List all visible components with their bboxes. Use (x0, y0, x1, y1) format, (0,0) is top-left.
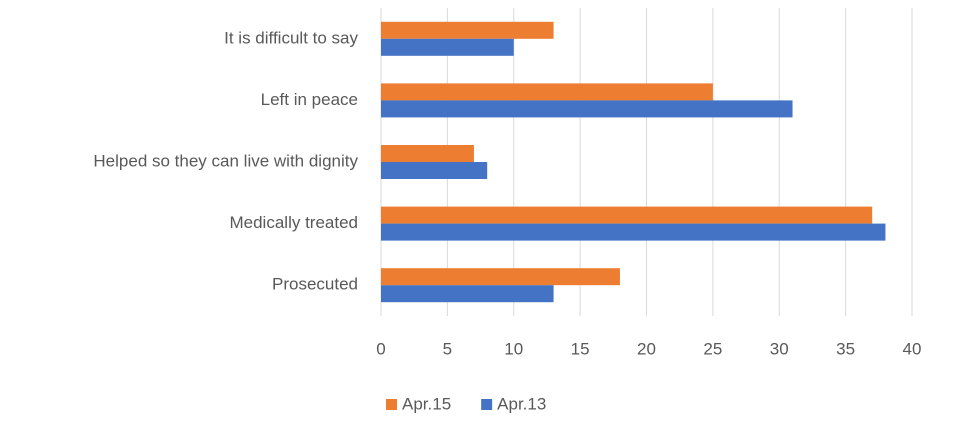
legend-label: Apr.13 (497, 394, 546, 413)
x-tick-label: 40 (903, 339, 922, 358)
legend-swatch (386, 399, 397, 410)
bar (381, 268, 620, 286)
y-tick-label: Medically treated (229, 213, 358, 232)
bar (381, 83, 713, 101)
bar (381, 21, 554, 39)
bar (381, 38, 514, 56)
x-tick-label: 0 (376, 339, 385, 358)
y-tick-label: It is difficult to say (224, 28, 358, 47)
x-tick-label: 20 (637, 339, 656, 358)
x-tick-label: 15 (571, 339, 590, 358)
bar (381, 285, 554, 303)
bar (381, 223, 886, 241)
x-tick-label: 30 (770, 339, 789, 358)
legend-swatch (481, 399, 493, 410)
x-tick-label: 35 (836, 339, 855, 358)
bar (381, 162, 488, 179)
bar (381, 206, 873, 224)
y-tick-label: Helped so they can live with dignity (93, 151, 358, 170)
bar (381, 145, 474, 162)
legend-label: Apr.15 (402, 394, 451, 413)
y-tick-label: Left in peace (261, 90, 358, 109)
x-tick-label: 10 (504, 339, 523, 358)
bar (381, 100, 793, 118)
y-tick-label: Prosecuted (272, 275, 358, 294)
x-tick-label: 25 (703, 339, 722, 358)
x-tick-label: 5 (443, 339, 452, 358)
